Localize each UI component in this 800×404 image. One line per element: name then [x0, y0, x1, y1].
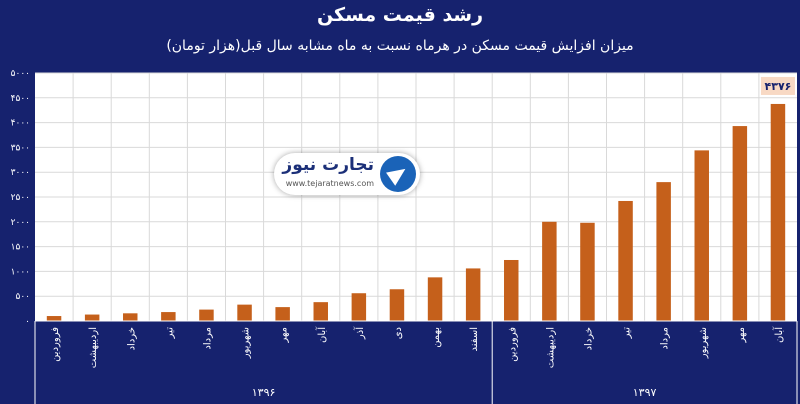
bar	[123, 313, 138, 321]
bar	[351, 293, 367, 321]
bar	[199, 309, 214, 321]
bar	[465, 268, 481, 321]
y-tick-label: ۳۵۰۰	[11, 143, 30, 153]
x-tick-label: خرداد	[126, 327, 137, 350]
bar	[542, 221, 557, 321]
x-tick-label: آبان	[315, 326, 328, 343]
x-tick-label: مهر	[736, 327, 747, 343]
y-tick-label: ۵۰۰	[15, 292, 30, 302]
logo-name: تجارت نیوز	[282, 155, 374, 175]
x-tick-label: تیر	[622, 327, 633, 340]
bar	[732, 126, 748, 322]
x-tick-label: فروردین	[507, 327, 518, 362]
x-tick-label: اسفند	[469, 327, 480, 351]
bar	[427, 277, 443, 321]
bar	[580, 222, 595, 321]
bar	[275, 307, 290, 321]
x-tick-label: آبان	[772, 326, 785, 343]
group-label: ۱۳۹۷	[633, 386, 657, 399]
data-label: ۴۳۷۶	[765, 80, 792, 93]
x-tick-label: خرداد	[583, 327, 594, 350]
y-tick-label: ۱۰۰۰	[11, 267, 30, 277]
y-tick-label: ۰	[25, 317, 30, 327]
y-tick-label: ۲۵۰۰	[11, 193, 30, 203]
y-tick-label: ۴۰۰۰	[11, 119, 30, 129]
bar	[656, 182, 671, 321]
group-label: ۱۳۹۶	[252, 386, 276, 399]
data-label-box	[760, 76, 795, 95]
x-tick-label: دی	[393, 327, 404, 339]
x-tick-label: فروردین	[50, 327, 61, 362]
bar	[694, 150, 709, 321]
y-tick-label: ۵۰۰۰	[11, 69, 30, 79]
bar	[84, 314, 100, 321]
x-tick-label: شهریور	[241, 327, 252, 359]
bar	[770, 103, 786, 321]
bar	[46, 316, 62, 321]
x-tick-label: اردیبهشت	[88, 327, 99, 368]
bar	[618, 200, 633, 321]
y-tick-label: ۲۰۰۰	[11, 218, 30, 228]
chart-title: رشد قیمت مسکن	[316, 4, 484, 26]
x-tick-label: اردیبهشت	[545, 327, 556, 368]
x-tick-label: تیر	[164, 327, 175, 340]
x-tick-label: بهمن	[431, 327, 442, 348]
x-tick-label: مهر	[279, 327, 290, 343]
bar	[161, 312, 176, 321]
y-tick-label: ۳۰۰۰	[11, 168, 30, 178]
x-tick-label: مرداد	[660, 327, 671, 350]
bar	[313, 302, 328, 321]
tejaratnews-logo: تجارت نیوز www.tejaratnews.com	[274, 153, 420, 195]
x-tick-label: مرداد	[202, 327, 213, 350]
x-tick-label: آذر	[353, 326, 366, 340]
y-tick-label: ۱۵۰۰	[11, 243, 30, 253]
logo-url: www.tejaratnews.com	[285, 179, 374, 188]
bar	[389, 289, 405, 321]
chart-subtitle: میزان افزایش قیمت مسکن در هرماه نسبت به …	[166, 38, 634, 54]
bar	[237, 304, 252, 321]
arrow-circle-icon	[380, 156, 416, 192]
x-tick-label: شهریور	[698, 327, 709, 359]
bar	[504, 259, 519, 321]
y-tick-label: ۴۵۰۰	[11, 94, 30, 104]
